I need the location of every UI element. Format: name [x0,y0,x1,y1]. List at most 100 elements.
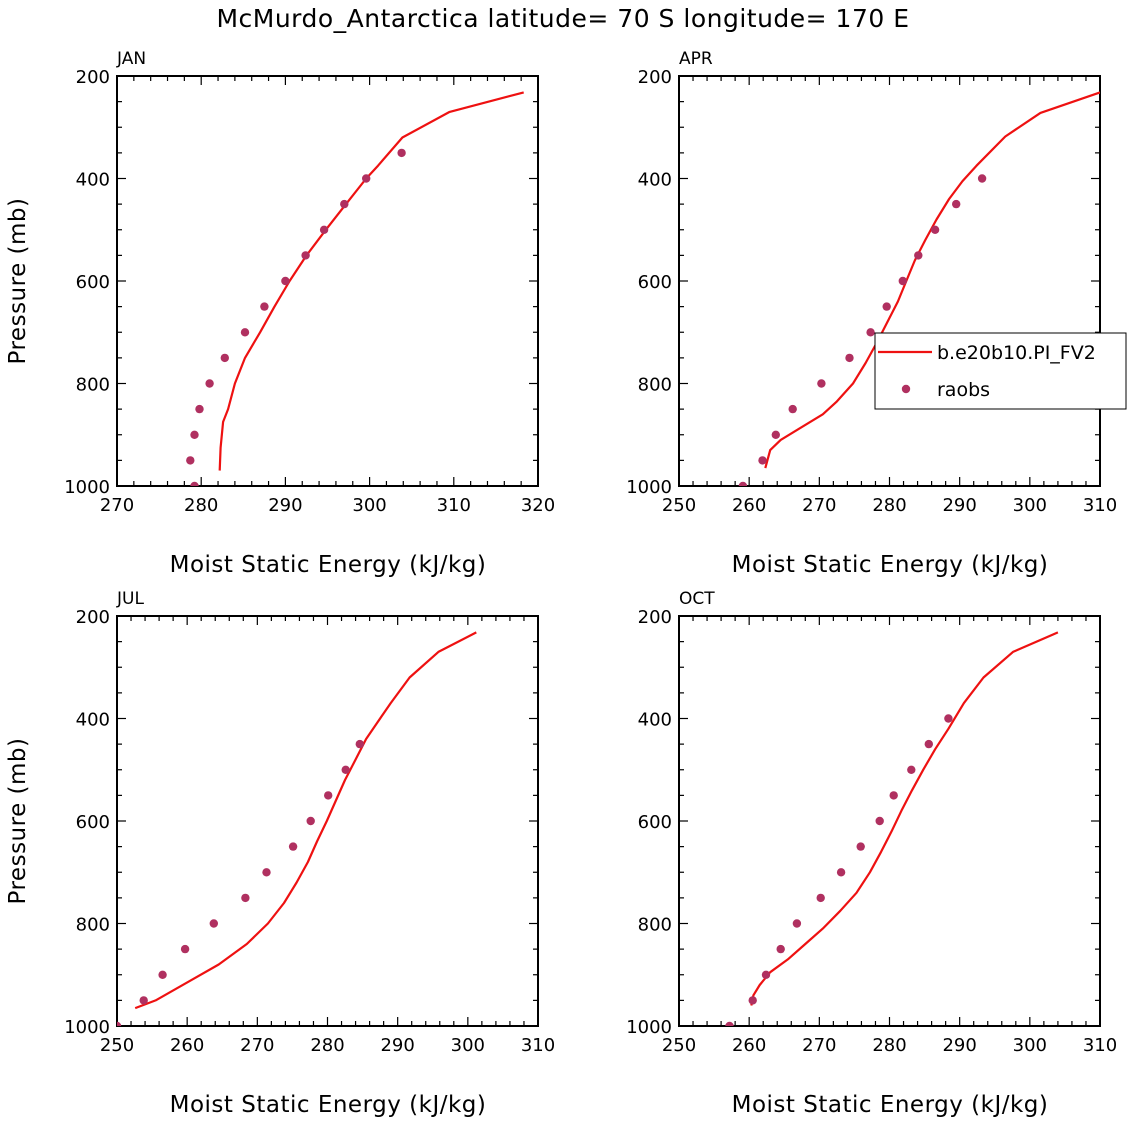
x-tick-label: 270 [100,495,134,516]
raobs-point [186,456,195,465]
x-tick-label: 250 [100,1035,134,1056]
y-axis-label: Pressure (mb) [5,198,31,365]
x-tick-label: 300 [451,1035,485,1056]
raobs-point [240,328,250,337]
raobs-point [875,816,884,826]
x-axis-label: Moist Static Energy (kJ/kg) [732,1092,1049,1118]
figure-title: McMurdo_Antarctica latitude= 70 S longit… [216,4,909,33]
raobs-point [301,251,310,260]
panel-jan: 270 280 290 300 310 320 200 400 600 800 1000 JAN M… [5,49,555,578]
x-tick-label: 270 [802,1035,836,1056]
raobs-point [725,1021,734,1026]
y-tick-label: 600 [638,812,672,833]
y-tick-label: 1000 [626,477,672,498]
plot-frame [116,75,539,487]
raobs-point [195,404,204,414]
raobs-point [977,174,987,183]
y-tick-label: 400 [638,710,672,731]
x-tick-label: 290 [380,1035,414,1056]
raobs-point [306,816,315,826]
model-line [750,631,1059,1006]
tick-marks [116,75,539,487]
x-tick-label: 250 [662,1035,696,1056]
panel-jul: 250 260 270 280 290 300 310 200 400 600 800 1000 JU… [5,589,555,1118]
x-tick-label: 280 [872,495,906,516]
raobs-point [856,842,865,851]
y-tick-label: 200 [638,67,672,88]
x-tick-label: 300 [1013,495,1047,516]
raobs-point [882,302,891,311]
panel-oct: 250 260 270 280 290 300 310 200 400 600 800 1000 OC… [626,589,1117,1118]
raobs-point [397,148,406,158]
data-layer [117,631,477,1026]
plot-content: 250 260 270 280 290 300 310 200 400 600 800 1000 [626,607,1117,1056]
y-tick-label: 200 [76,67,110,88]
y-tick-label: 800 [76,915,110,936]
raobs-point [748,996,757,1005]
plot-frame [678,75,1101,487]
x-tick-label: 310 [1083,495,1117,516]
raobs-point [816,893,825,903]
raobs-point [139,996,148,1005]
x-tick-label: 290 [942,1035,976,1056]
raobs-point [355,739,364,749]
tick-marks [678,615,1101,1027]
panel-label: JUL [116,589,144,609]
raobs-point [190,430,199,439]
raobs-point [758,456,767,465]
data-layer [186,91,524,486]
tick-marks [678,75,1101,487]
y-tick-label: 400 [638,170,672,191]
x-axis-label: Moist Static Energy (kJ/kg) [170,1092,487,1118]
raobs-point [262,868,271,877]
raobs-point [324,791,333,800]
raobs-point [340,199,349,209]
raobs-point [907,765,916,774]
y-tick-label: 1000 [626,1017,672,1038]
data-layer [725,631,1059,1026]
y-tick-label: 800 [638,915,672,936]
y-axis-label: Pressure (mb) [5,738,31,905]
raobs-point [319,225,329,234]
raobs-point [738,481,748,486]
raobs-point [952,199,961,209]
raobs-point [220,353,229,363]
raobs-point [914,251,923,260]
x-tick-label: 270 [240,1035,274,1056]
tick-marks [116,615,539,1027]
x-tick-label: 290 [942,495,976,516]
plot-content: 270 280 290 300 310 320 200 400 600 800 1000 [64,67,555,516]
plot-content: 250 260 270 280 290 300 310 200 400 600 800 1000 [64,607,555,1056]
raobs-point [866,328,875,337]
y-tick-label: 200 [76,607,110,628]
x-axis-label: Moist Static Energy (kJ/kg) [170,552,487,578]
raobs-point [260,302,269,311]
legend: b.e20b10.PI_FV2 raobs [874,332,1127,410]
raobs-point [776,944,785,954]
y-tick-label: 1000 [64,1017,110,1038]
raobs-point [341,765,350,774]
x-tick-label: 280 [184,495,218,516]
legend-marker-sample [901,384,911,394]
data-layer [738,91,1100,486]
raobs-point [209,919,218,928]
model-line [764,91,1100,469]
model-line [134,631,477,1010]
raobs-point [288,842,298,851]
plot-frame [678,615,1101,1027]
y-tick-label: 1000 [64,477,110,498]
x-tick-label: 260 [732,495,766,516]
x-tick-label: 320 [521,495,555,516]
x-tick-label: 250 [662,495,696,516]
x-tick-label: 310 [521,1035,555,1056]
legend-label-model: b.e20b10.PI_FV2 [937,342,1096,364]
x-tick-label: 260 [170,1035,204,1056]
x-tick-label: 260 [732,1035,766,1056]
panel-label: JAN [116,49,146,69]
y-tick-label: 600 [638,272,672,293]
raobs-point [180,944,190,954]
raobs-point [898,276,907,286]
y-tick-label: 800 [638,375,672,396]
raobs-point [792,919,802,928]
